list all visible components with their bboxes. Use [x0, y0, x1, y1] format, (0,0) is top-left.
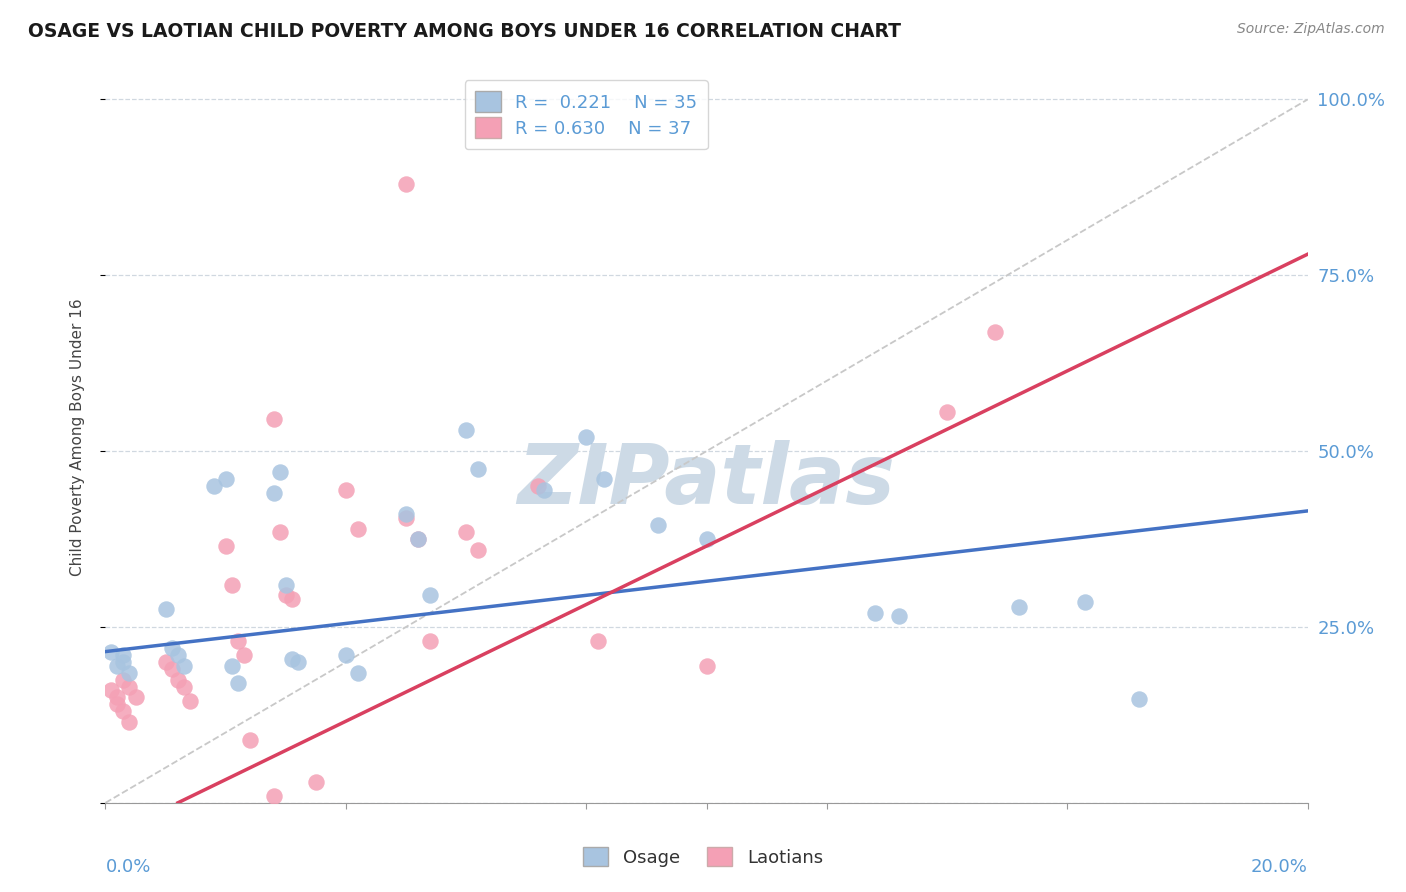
Point [467, 461, 489, 475]
Point [166, 648, 188, 662]
Point [124, 690, 146, 705]
Point [202, 479, 225, 493]
Point [173, 658, 195, 673]
Point [406, 532, 429, 546]
Point [588, 634, 610, 648]
Point [647, 518, 669, 533]
Point [100, 644, 122, 658]
Point [221, 658, 243, 673]
Point [173, 680, 195, 694]
Point [269, 524, 291, 539]
Text: Source: ZipAtlas.com: Source: ZipAtlas.com [1237, 22, 1385, 37]
Point [696, 658, 718, 673]
Point [281, 651, 304, 665]
Point [166, 673, 188, 687]
Point [454, 524, 477, 539]
Point [100, 683, 122, 698]
Point [155, 602, 177, 616]
Point [263, 412, 285, 426]
Point [214, 472, 236, 486]
Point [179, 694, 201, 708]
Point [239, 732, 262, 747]
Point [593, 472, 616, 486]
Point [887, 609, 910, 624]
Text: OSAGE VS LAOTIAN CHILD POVERTY AMONG BOYS UNDER 16 CORRELATION CHART: OSAGE VS LAOTIAN CHILD POVERTY AMONG BOY… [28, 22, 901, 41]
Point [263, 789, 285, 803]
Point [221, 578, 243, 592]
Point [335, 648, 357, 662]
Point [274, 588, 297, 602]
Point [696, 532, 718, 546]
Point [395, 177, 418, 191]
Point [281, 591, 304, 606]
Point [263, 486, 285, 500]
Point [155, 655, 177, 669]
Point [347, 665, 370, 680]
Point [112, 648, 135, 662]
Point [112, 673, 135, 687]
Point [936, 405, 959, 419]
Point [232, 648, 254, 662]
Point [107, 698, 129, 712]
Point [226, 634, 249, 648]
Point [118, 680, 141, 694]
Point [863, 606, 886, 620]
Point [112, 705, 135, 719]
Point [1008, 600, 1031, 615]
Point [274, 578, 297, 592]
Point [214, 539, 236, 553]
Point [419, 588, 441, 602]
Text: 20.0%: 20.0% [1251, 858, 1308, 876]
Point [112, 655, 135, 669]
Point [1074, 595, 1097, 609]
Point [467, 542, 489, 557]
Point [118, 665, 141, 680]
Point [160, 641, 183, 656]
Y-axis label: Child Poverty Among Boys Under 16: Child Poverty Among Boys Under 16 [70, 298, 84, 576]
Text: ZIPatlas: ZIPatlas [517, 441, 896, 522]
Point [118, 714, 141, 729]
Point [160, 662, 183, 676]
Point [107, 690, 129, 705]
Legend: Osage, Laotians: Osage, Laotians [576, 840, 830, 874]
Point [269, 465, 291, 479]
Point [406, 532, 429, 546]
Point [1128, 691, 1150, 706]
Point [395, 511, 418, 525]
Point [226, 676, 249, 690]
Text: 0.0%: 0.0% [105, 858, 150, 876]
Point [533, 483, 555, 497]
Point [527, 479, 550, 493]
Point [305, 774, 328, 789]
Point [575, 430, 598, 444]
Point [454, 423, 477, 437]
Point [347, 521, 370, 535]
Point [107, 658, 129, 673]
Point [984, 325, 1007, 339]
Point [287, 655, 309, 669]
Point [395, 508, 418, 522]
Point [419, 634, 441, 648]
Point [335, 483, 357, 497]
Legend: R =  0.221    N = 35, R = 0.630    N = 37: R = 0.221 N = 35, R = 0.630 N = 37 [464, 80, 709, 149]
